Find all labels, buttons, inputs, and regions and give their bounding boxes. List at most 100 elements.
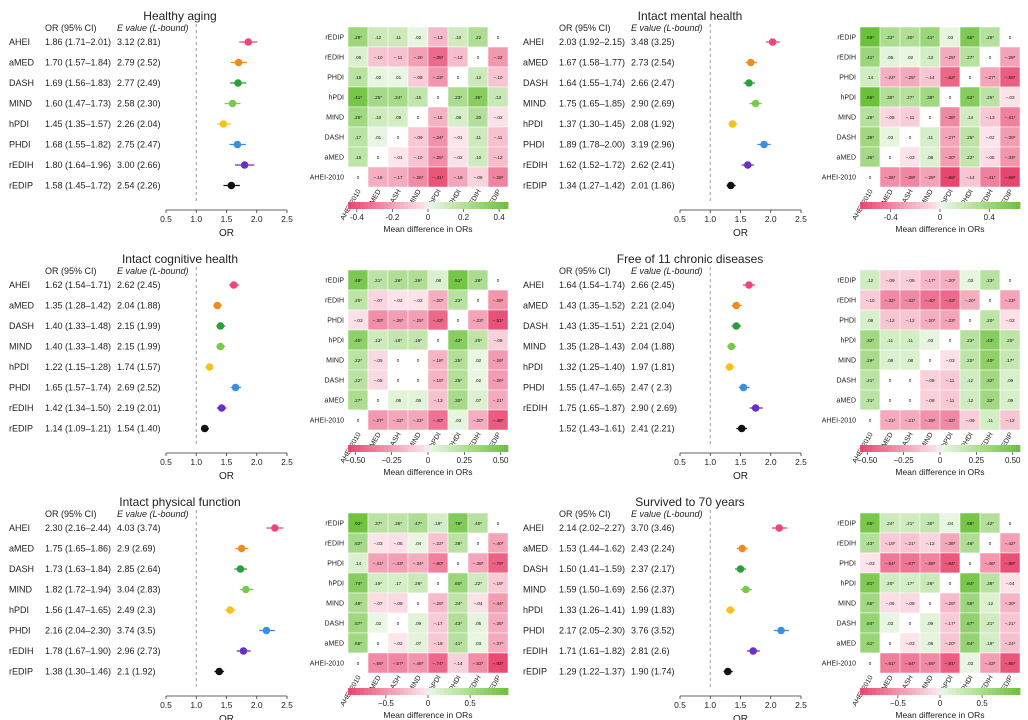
colorbar-segment [476, 445, 481, 452]
heatmap-cell-value: .35* [474, 95, 482, 100]
heatmap-cell-value: .43* [454, 621, 462, 626]
colorbar-segment [872, 688, 877, 695]
heatmap-cell-value: .43* [454, 338, 462, 343]
diet-label: rEDIP [523, 181, 547, 191]
heatmap-cell-value: −.40* [493, 541, 504, 546]
heatmap-cell-value: .47* [414, 521, 422, 526]
e-value: 1.97 (1.81) [631, 362, 675, 372]
heatmap-cell-value: .38* [454, 541, 462, 546]
or-ci-value: 1.29 (1.22–1.37) [559, 667, 625, 677]
or-x-tick-label: 1.0 [704, 700, 716, 710]
heatmap-cell-value: −.08 [925, 398, 935, 403]
colorbar-segment [452, 202, 457, 209]
heatmap-cell-value: .01 [375, 135, 382, 140]
heatmap-cell-value: −.43* [985, 661, 996, 666]
colorbar-segment [356, 202, 361, 209]
or-point [215, 667, 224, 676]
diet-label: AHEI [9, 37, 30, 47]
heatmap-cell-value: −.81* [945, 661, 956, 666]
heatmap-cell-value: .09 [1007, 398, 1014, 403]
colorbar-segment [380, 202, 385, 209]
heatmap-cell-value: .19* [374, 581, 382, 586]
heatmap-row-label: rEDIP [325, 278, 344, 285]
colorbar-segment [448, 202, 453, 209]
heatmap-cell-value: .17* [906, 581, 914, 586]
diet-label: rEDIP [9, 424, 33, 434]
heatmap-row-label: DASH [837, 378, 856, 385]
colorbar-segment [440, 445, 445, 452]
heatmap-cell-value: .02 [375, 621, 382, 626]
heatmap-cell-value: .03 [947, 35, 954, 40]
or-point [777, 626, 785, 635]
heatmap-cell-value: −.55* [1005, 75, 1016, 80]
panel-free-of-11-chronic-diseases: Free of 11 chronic diseases OR (95% CI) E … [523, 252, 1021, 482]
colorbar-segment [476, 688, 481, 695]
heatmap-cell-value: 0 [869, 175, 872, 180]
colorbar-segment [884, 445, 889, 452]
or-point [226, 606, 234, 614]
colorbar-segment [884, 688, 889, 695]
colorbar-segment [1016, 445, 1021, 452]
e-value: 2.01 (1.86) [631, 181, 675, 191]
heatmap-cell-value: .03 [455, 418, 462, 423]
heatmap-cell-value: −.26* [413, 175, 424, 180]
colorbar-segment [944, 688, 949, 695]
heatmap-row-label: AHEI-2010 [822, 661, 856, 668]
heatmap-cell-value: .23* [966, 338, 974, 343]
heatmap-cell-value: .20* [354, 298, 362, 303]
heatmap-cell-value: 0 [497, 521, 500, 526]
or-point [739, 383, 748, 392]
colorbar-segment [936, 445, 941, 452]
heatmap-cell-value: 0 [929, 358, 932, 363]
heatmap-cell-value: 0 [477, 55, 480, 60]
heatmap-cell-value: 0 [949, 95, 952, 100]
colorbar-segment [896, 202, 901, 209]
or-ci-value: 2.03 (1.92–2.15) [559, 37, 625, 47]
colorbar-segment [988, 202, 993, 209]
or-x-tick-label: 2.0 [765, 214, 777, 224]
e-value: 3.04 (2.83) [117, 585, 161, 595]
diet-label: MIND [523, 585, 546, 595]
heatmap-row-label: DASH [837, 135, 856, 142]
colorbar-segment [964, 445, 969, 452]
colorbar-segment [388, 688, 393, 695]
or-ci-value: 1.64 (1.55–1.74) [559, 78, 625, 88]
heatmap-cell-value: .14 [355, 561, 362, 566]
heatmap-cell-value: 0 [889, 155, 892, 160]
heatmap-cell-value: .08 [455, 115, 462, 120]
heatmap-row-label: PHDI [839, 75, 856, 82]
colorbar-segment [936, 688, 941, 695]
colorbar-segment [424, 202, 429, 209]
colorbar-segment [940, 445, 945, 452]
or-x-tick-label: 2.5 [281, 214, 293, 224]
colorbar-segment [904, 202, 909, 209]
heatmap-cell-value: −.35* [433, 55, 444, 60]
colorbar-segment [864, 445, 869, 452]
or-point [244, 38, 253, 46]
heatmap-cell-value: 0 [909, 398, 912, 403]
colorbar-segment [980, 688, 985, 695]
or-point [743, 161, 752, 169]
heatmap-cell-value: −.12 [493, 155, 503, 160]
or-ci-value: 1.40 (1.33–1.48) [45, 321, 111, 331]
heatmap-cell-value: −.57* [393, 661, 404, 666]
diet-label: rEDIP [9, 181, 33, 191]
or-ci-value: 1.55 (1.47–1.65) [559, 383, 625, 393]
or-point [723, 667, 732, 676]
heatmap-row-label: DASH [837, 621, 856, 628]
colorbar-label: Mean difference in ORs [895, 224, 984, 234]
heatmap-cell-value: −.10 [493, 75, 503, 80]
heatmap-cell [487, 652, 509, 674]
heatmap-cell-value: .03 [475, 641, 482, 646]
heatmap-cell-value: .03 [967, 278, 974, 283]
or-column-header: OR (95% CI) [45, 509, 97, 519]
or-point [727, 181, 735, 190]
e-value: 3.76 (3.52) [631, 626, 675, 636]
heatmap-cell-value: −.26* [433, 601, 444, 606]
heatmap-cell-value: −.46* [985, 561, 996, 566]
heatmap-cell-value: .46* [966, 541, 974, 546]
heatmap-cell-value: .32* [986, 378, 994, 383]
heatmap-cell-value: .34* [454, 601, 462, 606]
heatmap-cell-value: −.55* [925, 661, 936, 666]
heatmap-cell-value: .02 [375, 75, 382, 80]
